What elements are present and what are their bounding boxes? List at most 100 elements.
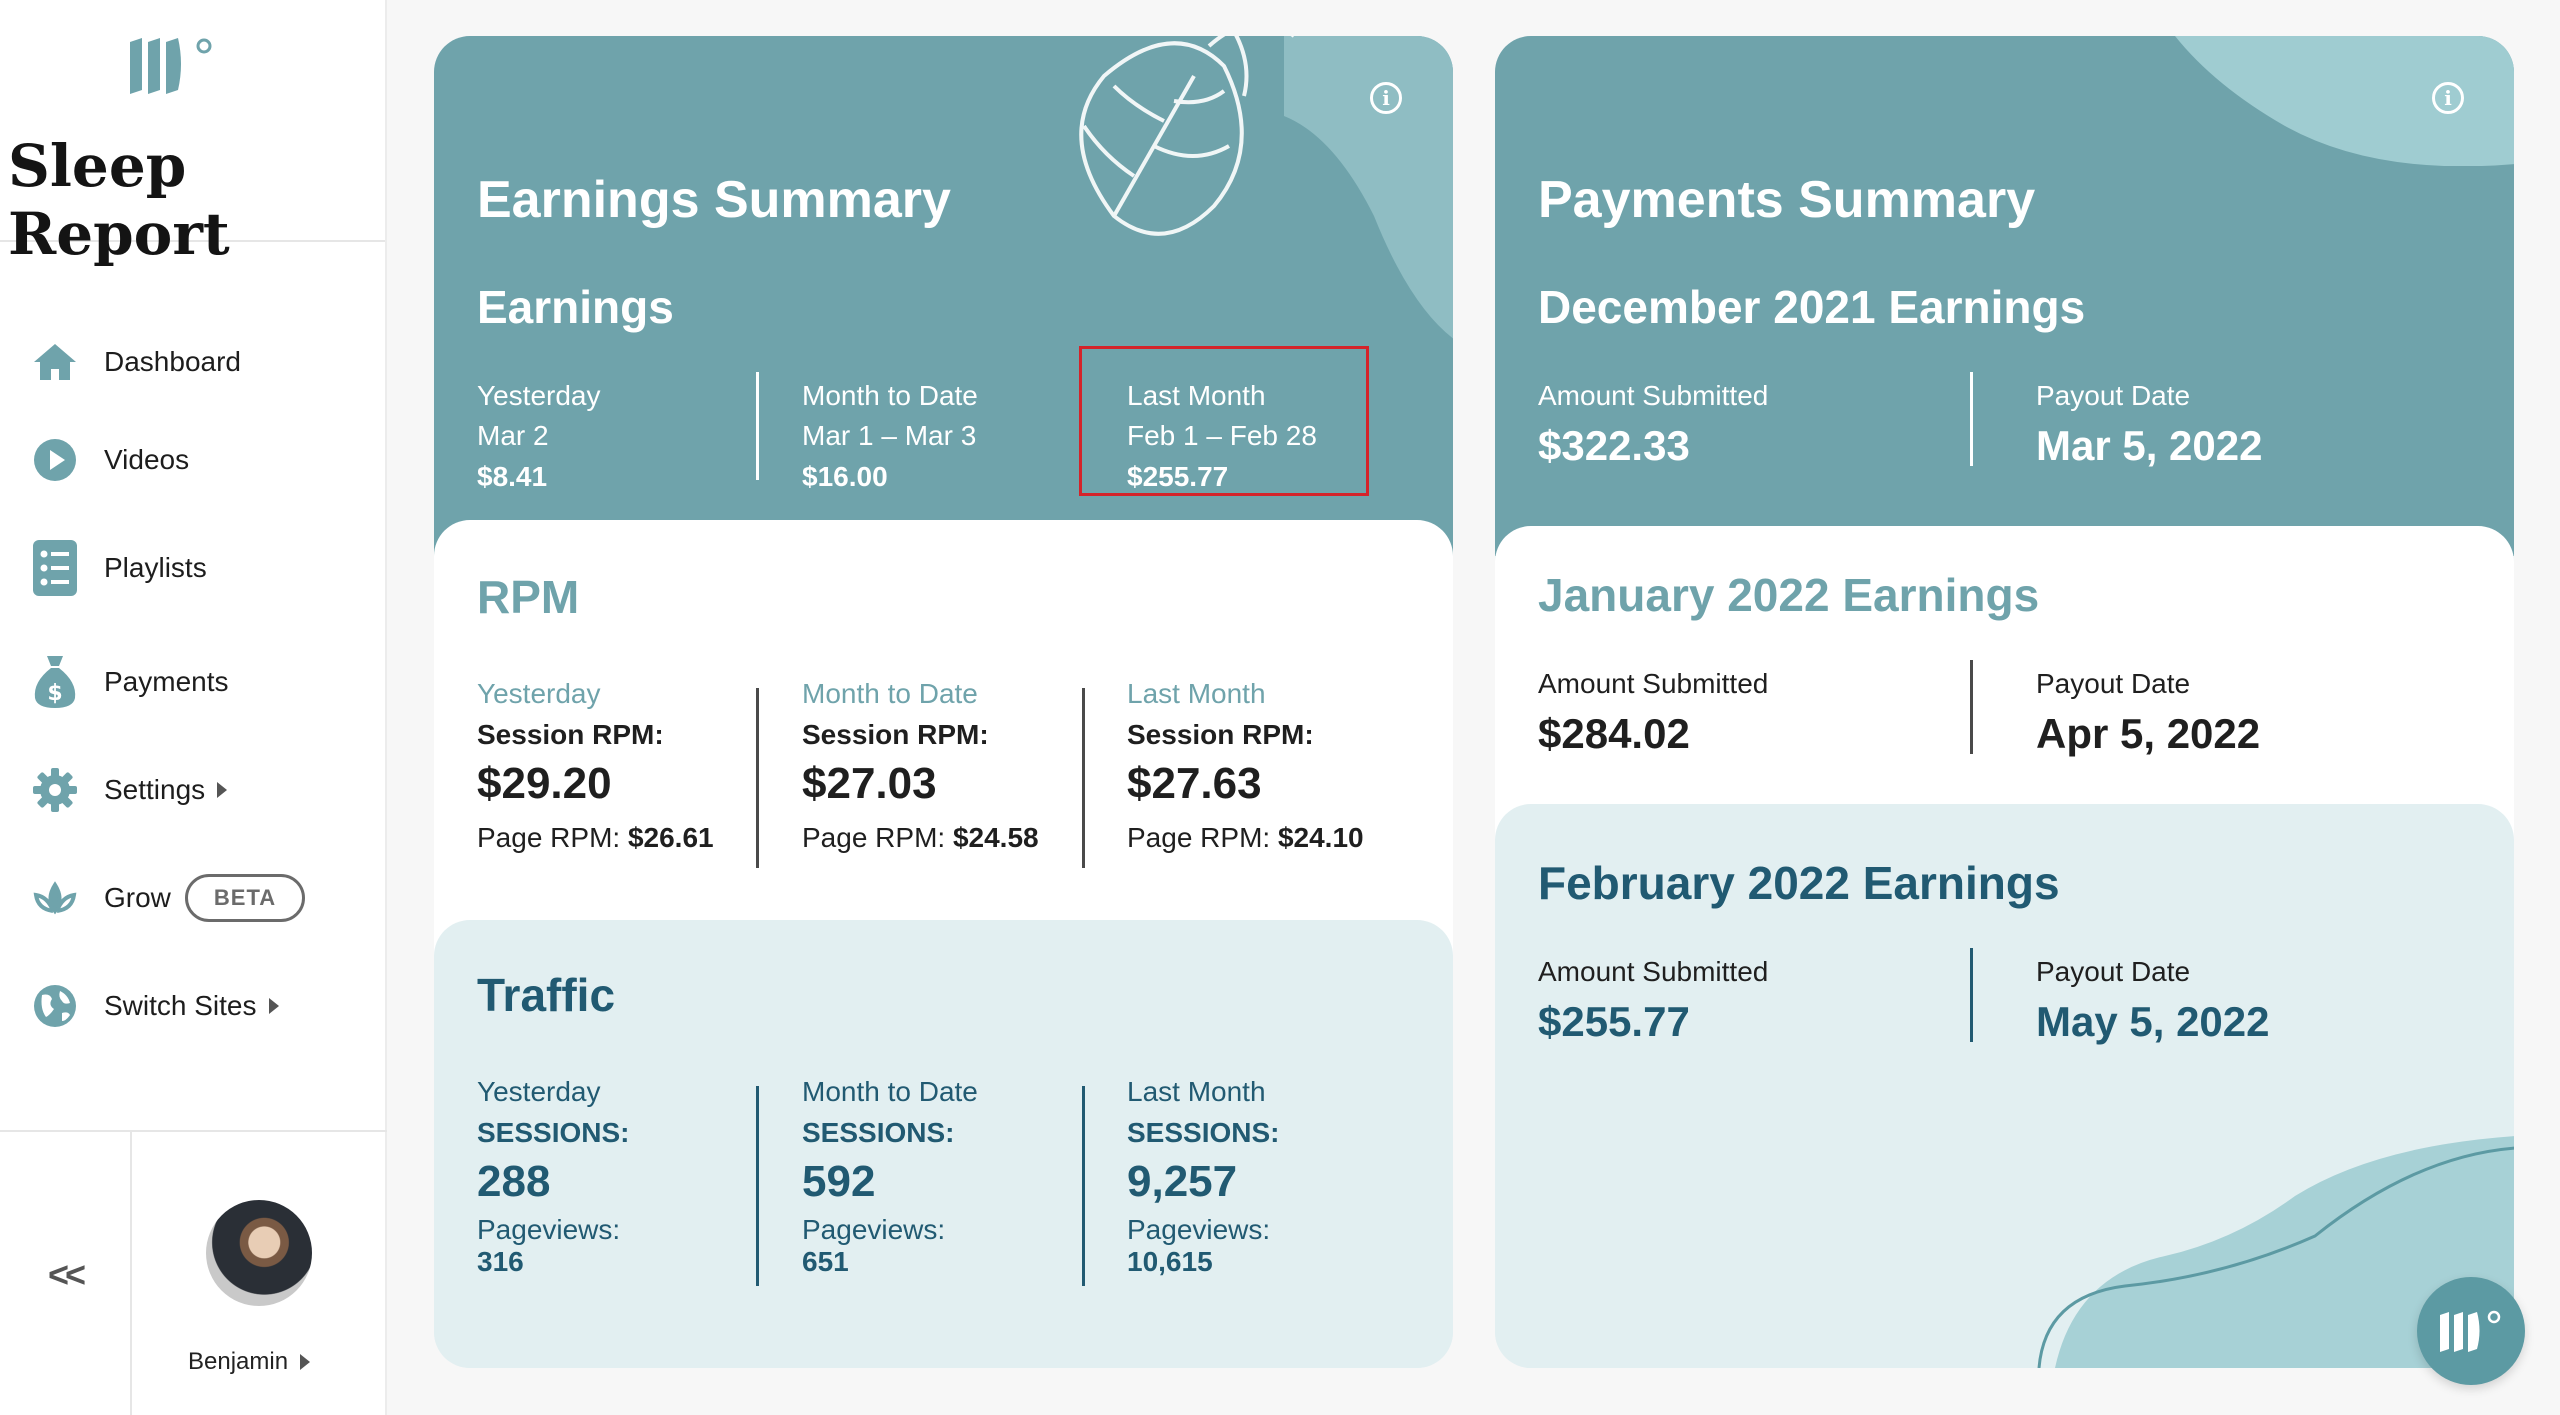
divider (1970, 372, 1973, 466)
rpm-col-month-to-date: Month to Date Session RPM: $27.03 Page R… (802, 674, 1039, 858)
page-rpm-label: Page RPM: (1127, 822, 1271, 853)
page-rpm-label: Page RPM: (802, 822, 946, 853)
divider (1970, 948, 1973, 1042)
payments-info-icon[interactable]: i (2432, 82, 2464, 114)
column-label: Last Month (1127, 380, 1266, 411)
page-rpm-value: $24.58 (952, 822, 1039, 853)
rpm-col-yesterday: Yesterday Session RPM: $29.20 Page RPM: … (477, 674, 714, 858)
pageviews-value: 316 (477, 1246, 524, 1277)
home-icon (30, 337, 80, 387)
amount-value: $322.33 (1538, 422, 1690, 469)
divider (1082, 1086, 1085, 1286)
nav-item-grow[interactable]: Grow BETA (30, 868, 306, 928)
nav-item-dashboard[interactable]: Dashboard (30, 332, 241, 392)
beta-badge: BETA (184, 874, 306, 922)
user-name: Benjamin (188, 1348, 289, 1375)
pageviews-label: Pageviews: (802, 1214, 946, 1245)
sessions-label: SESSIONS: (802, 1117, 955, 1148)
svg-text:$: $ (47, 681, 62, 706)
lotus-icon (30, 873, 80, 923)
nav-label: Videos (104, 444, 190, 475)
user-menu[interactable]: Benjamin (188, 1348, 311, 1376)
payout-date-block: Payout Date Mar 5, 2022 (2036, 376, 2263, 476)
nav-item-playlists[interactable]: Playlists (30, 538, 207, 598)
pageviews-value: 10,615 (1127, 1246, 1213, 1277)
nav-item-videos[interactable]: Videos (30, 430, 189, 490)
nav-label: Playlists (104, 552, 207, 583)
date-range: Feb 1 – Feb 28 (1127, 420, 1317, 451)
leaf-decoration-icon (1079, 36, 1453, 339)
payout-date-block: Payout Date Apr 5, 2022 (2036, 664, 2260, 764)
earnings-col-last-month: Last Month Feb 1 – Feb 28 $255.77 (1127, 376, 1317, 498)
pageviews-value: 651 (802, 1246, 849, 1277)
list-icon (30, 540, 80, 596)
traffic-title: Traffic (477, 969, 616, 1021)
nav-item-settings[interactable]: Settings (30, 760, 228, 820)
earnings-info-icon[interactable]: i (1370, 82, 1402, 114)
session-rpm-label: Session RPM: (802, 719, 989, 750)
column-label: Month to Date (802, 380, 978, 411)
divider (1970, 660, 1973, 754)
user-avatar[interactable] (206, 1200, 312, 1306)
date-range: Mar 1 – Mar 3 (802, 420, 977, 451)
earnings-section-title: Earnings (477, 281, 674, 333)
payout-label: Payout Date (2036, 668, 2191, 699)
caret-right-icon (300, 1354, 311, 1370)
collapse-sidebar-button[interactable]: << (47, 1253, 86, 1295)
payout-value: May 5, 2022 (2036, 998, 2270, 1045)
collapse-area: << (0, 1132, 132, 1415)
wave-decoration-icon (2037, 1136, 2514, 1368)
pageviews-label: Pageviews: (1127, 1214, 1271, 1245)
column-label: Yesterday (477, 678, 601, 709)
payments-summary-card: i Payments Summary December 2021 Earning… (1495, 36, 2514, 1368)
payout-label: Payout Date (2036, 380, 2191, 411)
brand-logo-icon[interactable] (128, 34, 218, 98)
payout-value: Mar 5, 2022 (2036, 422, 2263, 469)
earnings-summary-title: Earnings Summary (477, 171, 951, 229)
sessions-label: SESSIONS: (1127, 1117, 1280, 1148)
nav-label: Switch Sites (104, 990, 257, 1021)
caret-right-icon (217, 782, 228, 798)
earnings-col-yesterday: Yesterday Mar 2 $8.41 (477, 376, 601, 498)
traffic-section (434, 920, 1453, 1368)
amount-label: Amount Submitted (1538, 956, 1769, 987)
date-range: Mar 2 (477, 420, 549, 451)
nav-item-switch-sites[interactable]: Switch Sites (30, 976, 279, 1036)
sidebar: Sleep Report Dashboard Videos Playlists … (0, 0, 387, 1415)
money-bag-icon: $ (30, 656, 80, 708)
payments-summary-title: Payments Summary (1538, 171, 2036, 229)
payout-value: Apr 5, 2022 (2036, 710, 2261, 757)
rpm-section (434, 520, 1453, 980)
brand-logo-icon (2440, 1310, 2501, 1352)
traffic-col-last-month: Last Month SESSIONS: 9,257 Pageviews: 10… (1127, 1072, 1279, 1278)
session-rpm-value: $27.03 (802, 759, 937, 808)
divider (756, 688, 759, 868)
earnings-value: $8.41 (477, 461, 548, 492)
amount-submitted-block: Amount Submitted $255.77 (1538, 952, 1768, 1052)
column-label: Last Month (1127, 678, 1266, 709)
nav-label: Grow (104, 882, 171, 913)
divider (756, 372, 759, 480)
brand-header: Sleep Report (0, 0, 385, 268)
sessions-value: 9,257 (1127, 1157, 1238, 1206)
session-rpm-value: $27.63 (1127, 759, 1262, 808)
column-label: Last Month (1127, 1076, 1266, 1107)
sessions-value: 288 (477, 1157, 551, 1206)
traffic-col-yesterday: Yesterday SESSIONS: 288 Pageviews: 316 (477, 1072, 629, 1278)
nav-label: Dashboard (104, 346, 241, 377)
nav-item-payments[interactable]: $ Payments (30, 652, 229, 712)
amount-label: Amount Submitted (1538, 668, 1769, 699)
nav-label: Payments (104, 666, 229, 697)
column-label: Yesterday (477, 1076, 601, 1107)
sidebar-footer: << Benjamin (0, 1130, 387, 1415)
chat-launcher-button[interactable] (2417, 1277, 2525, 1385)
amount-submitted-block: Amount Submitted $284.02 (1538, 664, 1768, 764)
amount-value: $284.02 (1538, 710, 1690, 757)
month-title: January 2022 Earnings (1538, 569, 2040, 621)
play-circle-icon (30, 435, 80, 485)
divider (756, 1086, 759, 1286)
payout-date-block: Payout Date May 5, 2022 (2036, 952, 2270, 1052)
rpm-col-last-month: Last Month Session RPM: $27.63 Page RPM:… (1127, 674, 1364, 858)
earnings-band (434, 36, 1453, 556)
month-title: February 2022 Earnings (1538, 857, 2060, 909)
